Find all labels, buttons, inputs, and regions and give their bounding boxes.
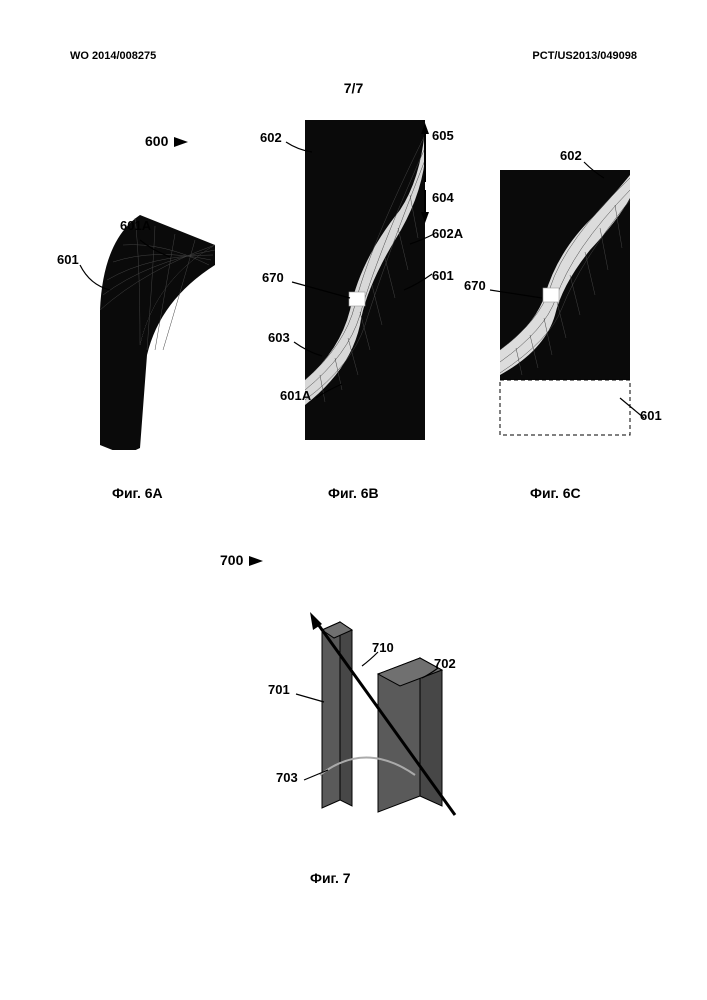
label-6b-602: 602 (260, 130, 282, 145)
figure-6b: 602 605 604 602A 601 670 603 601A (290, 120, 440, 450)
label-7-703: 703 (276, 770, 298, 785)
header-left: WO 2014/008275 (70, 50, 156, 62)
label-6c-602: 602 (560, 148, 582, 163)
caption-6b: Фиг. 6B (328, 485, 379, 501)
label-6b-670: 670 (262, 270, 284, 285)
figure-6c: 602 670 601 (490, 170, 640, 450)
figure-row-6: 600 (60, 115, 652, 515)
label-7-701: 701 (268, 682, 290, 697)
caption-6c: Фиг. 6C (530, 485, 581, 501)
label-6b-601A: 601A (280, 388, 311, 403)
page-root: WO 2014/008275 PCT/US2013/049098 7/7 600 (0, 0, 707, 1000)
label-6b-603: 603 (268, 330, 290, 345)
label-6b-605: 605 (432, 128, 454, 143)
caption-7: Фиг. 7 (310, 870, 351, 886)
figure-6a: 601 601A (85, 200, 235, 450)
caption-6a: Фиг. 6A (112, 485, 163, 501)
label-6a-601A: 601A (120, 218, 151, 233)
label-6b-604: 604 (432, 190, 454, 205)
figure-7-wrap: 700 701 710 702 (60, 560, 652, 900)
header-right: PCT/US2013/049098 (532, 50, 637, 62)
ref-600: 600 (145, 133, 188, 149)
ref-700: 700 (220, 552, 263, 568)
label-6a-601: 601 (57, 252, 79, 267)
label-6c-670: 670 (464, 278, 486, 293)
figure-7: 701 710 702 703 (260, 600, 480, 840)
page-number: 7/7 (344, 80, 363, 96)
